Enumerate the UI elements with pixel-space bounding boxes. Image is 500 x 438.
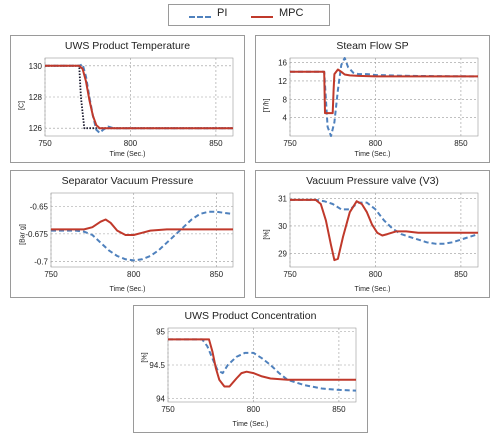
- series-line-pi: [51, 210, 234, 262]
- plot-area: [289, 57, 479, 137]
- series-line-pi: [290, 198, 479, 245]
- x-tick-label: 850: [210, 270, 224, 279]
- y-tick-label: 30: [278, 222, 287, 231]
- series-line-mpc: [45, 64, 233, 130]
- x-tick-label: 850: [454, 270, 468, 279]
- x-tick-label: 750: [38, 139, 52, 148]
- y-tick-label: 130: [29, 62, 43, 71]
- chart-title: UWS Product Temperature: [64, 40, 191, 52]
- y-tick-label: 29: [278, 249, 287, 258]
- chart-title: Separator Vacuum Pressure: [61, 175, 194, 187]
- x-tick-label: 750: [283, 270, 297, 279]
- plot-svg: 750 800 850 29 30 31: [278, 192, 479, 279]
- legend-pi-label: PI: [217, 7, 228, 19]
- y-tick-label: 94.5: [149, 361, 165, 370]
- y-tick-label: 95: [156, 327, 165, 336]
- panel-uws-temperature: UWS Product Temperature [C] Time (Sec.) …: [10, 35, 245, 163]
- plot-svg: 750 800 850 126 128 130: [29, 57, 234, 148]
- chart-title: Vacuum Pressure valve (V3): [306, 175, 439, 187]
- x-tick-label: 800: [369, 270, 383, 279]
- y-tick-label: 12: [278, 77, 287, 86]
- x-tick-label: 800: [127, 270, 141, 279]
- y-tick-label: 128: [29, 93, 43, 102]
- x-tick-label: 800: [124, 139, 138, 148]
- plot-area: [289, 192, 479, 268]
- x-tick-label: 750: [44, 270, 58, 279]
- panel-steam-flow: Steam Flow SP [T/h] Time (Sec.) 750 800 85…: [255, 35, 490, 163]
- y-tick-label: 126: [29, 124, 43, 133]
- legend-mpc-swatch: [251, 16, 273, 18]
- x-axis-label: Time (Sec.): [109, 151, 146, 158]
- x-axis-label: Time (Sec.): [232, 421, 269, 428]
- x-tick-label: 850: [454, 139, 468, 148]
- chart-title: Steam Flow SP: [336, 40, 409, 52]
- x-axis-label: Time (Sec.): [354, 286, 391, 293]
- panel-vacuum-valve: Vacuum Pressure valve (V3) [%] Time (Sec…: [255, 170, 490, 298]
- plot-svg: 750 800 850 -0.65 -0.675 -0.7: [25, 192, 234, 279]
- x-tick-label: 750: [161, 405, 175, 414]
- y-tick-label: 31: [278, 194, 287, 203]
- plot-svg: 750 800 850 94 94.5 95: [149, 327, 357, 414]
- panel-uws-concentration: UWS Product Concentration [%] Time (Sec.…: [133, 305, 368, 433]
- y-tick-label: -0.65: [30, 202, 49, 211]
- x-axis-label: Time (Sec.): [109, 286, 146, 293]
- series-line-mpc: [168, 338, 356, 388]
- series-line-mpc: [290, 198, 478, 262]
- chart-title: UWS Product Concentration: [184, 310, 317, 322]
- plot-svg: 750 800 850 4 8 12 16: [278, 57, 479, 148]
- series-line-pi: [168, 338, 357, 392]
- y-tick-label: 4: [283, 114, 288, 123]
- series-line-pi: [45, 63, 233, 134]
- y-tick-label: 94: [156, 395, 165, 404]
- x-tick-label: 750: [283, 139, 297, 148]
- legend-pi-swatch: [189, 16, 211, 18]
- panel-separator-vacuum: Separator Vacuum Pressure [Bar g] Time (…: [10, 170, 245, 298]
- x-axis-label: Time (Sec.): [354, 151, 391, 158]
- y-tick-label: -0.675: [25, 230, 48, 239]
- series-line-mpc: [51, 218, 233, 236]
- legend-mpc-label: MPC: [279, 7, 304, 19]
- chart-legend: PI MPC: [168, 4, 330, 26]
- y-tick-label: -0.7: [34, 257, 48, 266]
- y-tick-label: 16: [278, 59, 287, 68]
- x-tick-label: 850: [209, 139, 223, 148]
- series-line-mpc: [290, 68, 478, 115]
- y-tick-label: 8: [283, 95, 288, 104]
- series-line-pi: [290, 57, 479, 137]
- x-tick-label: 800: [369, 139, 383, 148]
- x-tick-label: 800: [247, 405, 261, 414]
- x-tick-label: 850: [332, 405, 346, 414]
